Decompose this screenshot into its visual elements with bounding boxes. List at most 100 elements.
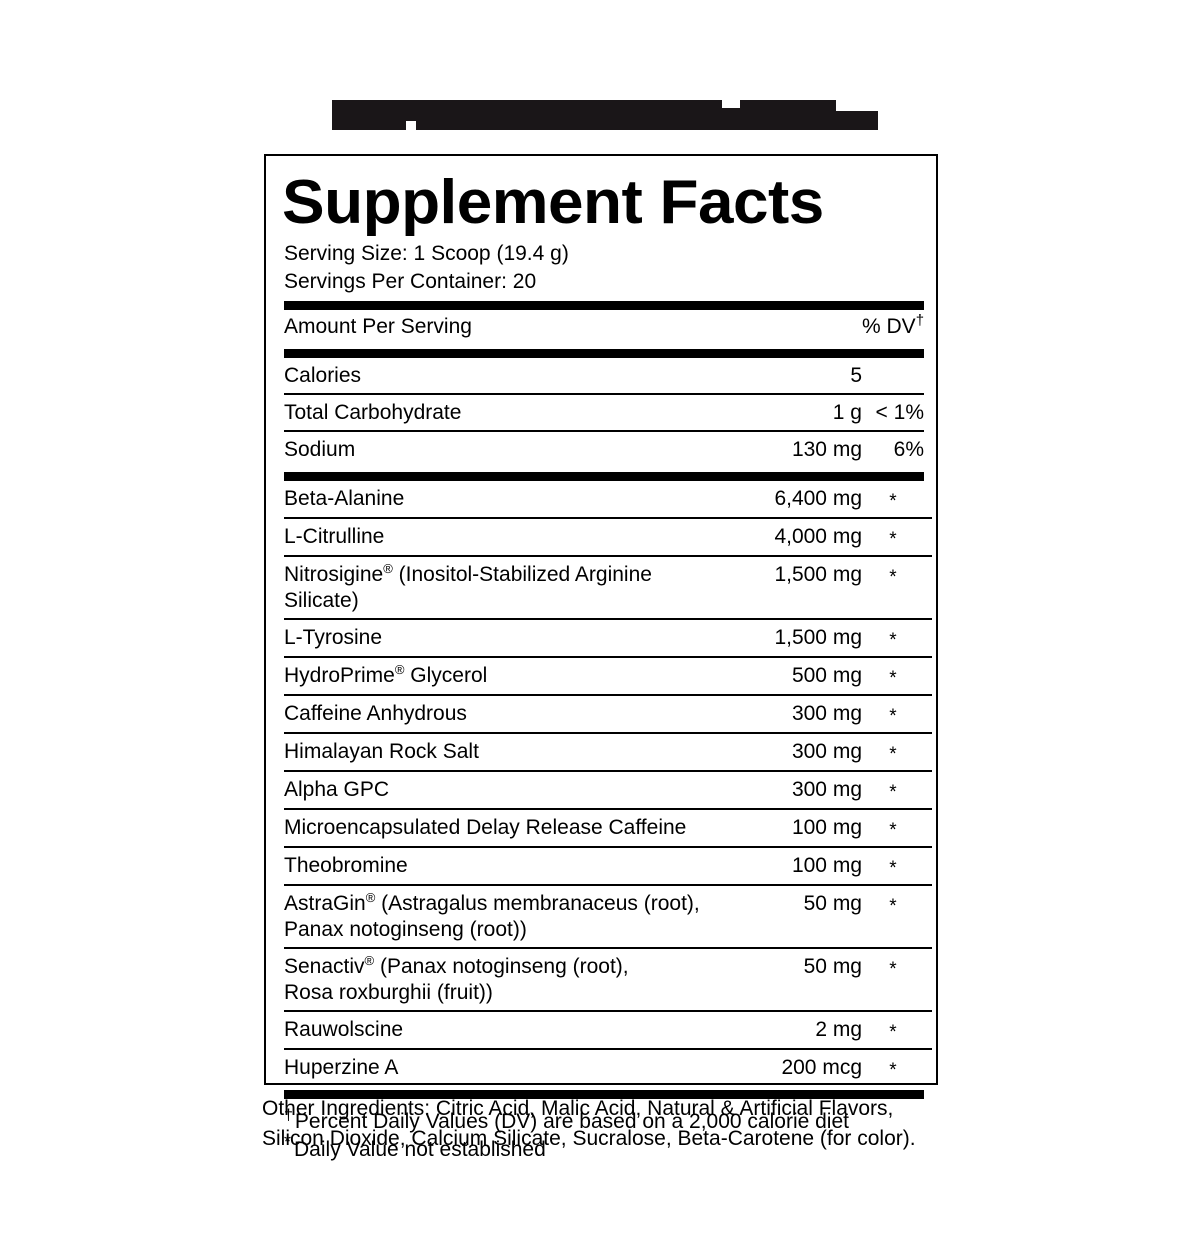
ingredient-amount: 1,500 mg bbox=[716, 619, 862, 658]
nutrient-amount: 130 mg bbox=[791, 438, 862, 461]
ingredient-daily-value: * bbox=[862, 771, 932, 810]
ingredient-name-text: AstraGin bbox=[284, 892, 366, 915]
ingredient-name: Caffeine Anhydrous bbox=[284, 695, 716, 734]
nutrient-amount: 1 g bbox=[716, 394, 862, 432]
ingredient-rows-table: Beta-Alanine 6,400 mg * L-Citrulline 4,000 m… bbox=[284, 481, 932, 1086]
asterisk-symbol: * bbox=[889, 1022, 897, 1043]
ingredient-amount: 6,400 mg bbox=[716, 481, 862, 519]
table-row: Calories 5 bbox=[284, 358, 924, 395]
ingredient-name-text: Microencapsulated Delay Release Caffeine bbox=[284, 816, 687, 839]
ingredient-name: Rauwolscine bbox=[284, 1011, 716, 1050]
registered-trademark-icon: ® bbox=[365, 890, 376, 905]
table-row: Theobromine 100 mg * bbox=[284, 847, 932, 886]
ingredient-name-text: Rauwolscine bbox=[284, 1018, 404, 1041]
redaction-notch bbox=[406, 121, 416, 130]
ingredient-amount: 1,500 mg bbox=[716, 556, 862, 620]
table-row: Nitrosigine® (Inositol-Stabilized Argini… bbox=[284, 556, 932, 620]
footnote-daily-values-text: Percent Daily Values (DV) are based on a… bbox=[294, 1110, 849, 1133]
footnote-daily-values: †Percent Daily Values (DV) are based on … bbox=[284, 1108, 920, 1136]
asterisk-symbol: * bbox=[889, 959, 897, 980]
ingredient-name: Huperzine A bbox=[284, 1049, 716, 1086]
ingredient-name-suffix: (Inositol-Stabilized Arginine Silicate) bbox=[284, 563, 652, 612]
table-row: Himalayan Rock Salt 300 mg * bbox=[284, 733, 932, 772]
asterisk-symbol: * bbox=[889, 744, 897, 765]
ingredient-name: AstraGin® (Astragalus membranaceus (root… bbox=[284, 885, 716, 949]
ingredient-amount: 2 mg bbox=[716, 1011, 862, 1050]
ingredient-daily-value: * bbox=[862, 556, 932, 620]
asterisk-symbol: * bbox=[284, 1132, 292, 1152]
ingredient-daily-value: * bbox=[862, 518, 932, 557]
ingredient-daily-value: * bbox=[862, 1011, 932, 1050]
ingredient-name: Himalayan Rock Salt bbox=[284, 733, 716, 772]
asterisk-symbol: * bbox=[889, 858, 897, 879]
serving-size-line: Serving Size: 1 Scoop (19.4 g) bbox=[284, 242, 569, 265]
dagger-symbol: † bbox=[915, 312, 925, 329]
ingredient-name-text: Himalayan Rock Salt bbox=[284, 740, 479, 763]
asterisk-symbol: * bbox=[889, 529, 897, 550]
table-row: Beta-Alanine 6,400 mg * bbox=[284, 481, 932, 519]
ingredient-name-suffix: (Astragalus membranaceus (root), bbox=[375, 892, 700, 915]
table-header-row: Amount Per Serving % DV† bbox=[284, 310, 924, 344]
rule-thick-under-header bbox=[284, 349, 924, 358]
ingredient-name-text: Alpha GPC bbox=[284, 778, 390, 801]
ingredient-name: L-Tyrosine bbox=[284, 619, 716, 658]
ingredient-daily-value: * bbox=[862, 948, 932, 1012]
registered-trademark-icon: ® bbox=[383, 561, 393, 576]
ingredient-daily-value: * bbox=[862, 481, 932, 519]
asterisk-symbol: * bbox=[889, 491, 897, 512]
ingredient-amount: 50 mg bbox=[716, 948, 862, 1012]
ingredient-daily-value: * bbox=[862, 1049, 932, 1086]
table-row: Huperzine A 200 mcg * bbox=[284, 1049, 932, 1086]
ingredient-amount: 500 mg bbox=[716, 657, 862, 696]
registered-trademark-icon: ® bbox=[394, 662, 405, 677]
table-row: Sodium 130 mg 6% bbox=[284, 431, 924, 467]
asterisk-symbol: * bbox=[889, 1060, 897, 1081]
footnotes: †Percent Daily Values (DV) are based on … bbox=[284, 1108, 920, 1164]
ingredient-name: Nitrosigine® (Inositol-Stabilized Argini… bbox=[284, 556, 716, 620]
table-row: Senactiv® (Panax notoginseng (root), Rosa… bbox=[284, 948, 932, 1012]
ingredient-amount: 100 mg bbox=[716, 809, 862, 848]
ingredient-amount: 200 mcg bbox=[781, 1056, 862, 1079]
servings-per-container-line: Servings Per Container: 20 bbox=[284, 270, 537, 293]
ingredient-amount: 4,000 mg bbox=[716, 518, 862, 557]
footnote-not-established-text: Daily Value not established bbox=[294, 1138, 546, 1161]
table-row: Rauwolscine 2 mg * bbox=[284, 1011, 932, 1050]
ingredient-daily-value: * bbox=[862, 847, 932, 886]
rule-thick-bottom bbox=[284, 1090, 924, 1099]
ingredient-name: Beta-Alanine bbox=[284, 481, 716, 519]
nutrient-daily-value bbox=[862, 358, 924, 395]
ingredient-daily-value: * bbox=[862, 695, 932, 734]
ingredient-name-text: Senactiv bbox=[284, 955, 365, 978]
asterisk-symbol: * bbox=[889, 668, 897, 689]
redaction-notch bbox=[836, 100, 878, 111]
ingredient-name-text: L-Tyrosine bbox=[284, 626, 383, 649]
ingredient-amount: 50 mg bbox=[716, 885, 862, 949]
table-row: L-Citrulline 4,000 mg * bbox=[284, 518, 932, 557]
ingredient-name-text: L-Citrulline bbox=[284, 525, 385, 548]
ingredient-daily-value: * bbox=[862, 885, 932, 949]
ingredient-daily-value: * bbox=[862, 733, 932, 772]
amount-per-serving-header-table: Amount Per Serving % DV† bbox=[284, 310, 924, 344]
ingredient-daily-value: * bbox=[862, 619, 932, 658]
ingredient-name-text: Beta-Alanine bbox=[284, 487, 405, 510]
table-row: Microencapsulated Delay Release Caffeine… bbox=[284, 809, 932, 848]
supplement-facts-panel: Supplement Facts Serving Size: 1 Scoop (… bbox=[264, 154, 938, 1161]
header-spacer bbox=[716, 310, 862, 344]
table-row: AstraGin® (Astragalus membranaceus (root… bbox=[284, 885, 932, 949]
other-ingredients-line-2: Silicon Dioxide, Calcium Silicate, Sucra… bbox=[262, 1127, 916, 1150]
nutrient-amount: 5 bbox=[716, 358, 862, 395]
ingredient-amount: 300 mg bbox=[716, 695, 862, 734]
ingredient-name-text: Nitrosigine bbox=[284, 563, 384, 586]
redaction-notch bbox=[722, 100, 740, 108]
ingredient-daily-value: * bbox=[862, 809, 932, 848]
ingredient-name: Alpha GPC bbox=[284, 771, 716, 810]
table-row: HydroPrime® Glycerol 500 mg * bbox=[284, 657, 932, 696]
nutrient-name: Sodium bbox=[284, 438, 356, 461]
ingredient-daily-value: * bbox=[862, 657, 932, 696]
nutrient-name: Calories bbox=[284, 358, 716, 395]
ingredient-name-suffix: (Panax notoginseng (root), bbox=[374, 955, 629, 978]
ingredient-name-text: HydroPrime bbox=[284, 664, 395, 687]
other-ingredients-line-1: Other Ingredients: Citric Acid, Malic Ac… bbox=[262, 1097, 894, 1120]
ingredient-name: Senactiv® (Panax notoginseng (root), Rosa… bbox=[284, 948, 716, 1012]
table-row: Alpha GPC 300 mg * bbox=[284, 771, 932, 810]
